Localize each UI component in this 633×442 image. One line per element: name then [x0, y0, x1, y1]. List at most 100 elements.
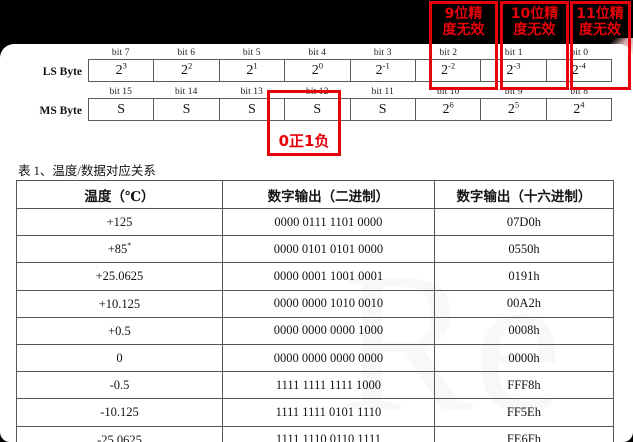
cell-hex: 0550h [433, 235, 615, 264]
bit-cell: 25 [481, 99, 547, 120]
cell-hex: 0008h [433, 316, 615, 345]
bit-cell: S [220, 99, 286, 120]
cell-temperature-value: +0.5 [108, 323, 131, 338]
cell-temperature: -0.5 [16, 371, 223, 400]
table-row: 0 0000 0000 0000 0000 0000h [16, 343, 615, 373]
cell-binary: 1111 1111 0101 1110 [221, 398, 435, 427]
cell-temperature: +85* [16, 235, 223, 264]
bit-cell: 23 [89, 60, 155, 81]
column-header-binary: 数字输出（二进制） [221, 180, 435, 209]
cell-hex: FF5Eh [433, 398, 615, 427]
bit-cell: S [89, 99, 155, 120]
bit-cell-exp: 1 [253, 60, 258, 71]
bit-cell-exp: -2 [448, 60, 456, 71]
bit-cell: 20 [285, 60, 351, 81]
bit-cell: 26 [416, 99, 482, 120]
cell-binary: 1111 1110 0110 1111 [221, 425, 435, 442]
bit-cell: S [351, 99, 416, 120]
ls-byte-bit-cells: 23 22 21 20 2-1 2-2 2-3 2-4 [88, 59, 612, 82]
cell-hex: 0191h [433, 262, 615, 291]
bit-header: bit 7 [111, 48, 130, 58]
bit-header: bit 0 [570, 48, 589, 58]
bit-cell: 21 [220, 60, 286, 81]
cell-binary: 0000 0000 1010 0010 [221, 289, 435, 318]
annotation-label-bit0: 11位精 度无效 [576, 6, 624, 38]
bit-cell-base: S [182, 102, 191, 117]
bit-cell-base: 2 [571, 63, 579, 78]
table-row: +10.125 0000 0000 1010 0010 00A2h [16, 289, 615, 318]
annotation-label-sign-bit: 0正1负 [278, 132, 330, 150]
bit-cell-base: 2 [311, 63, 319, 78]
bit-cell: S [285, 99, 351, 120]
bit-cell: 22 [154, 60, 220, 81]
bit-cell-exp: 3 [122, 60, 127, 71]
cell-temperature: +25.0625 [16, 262, 223, 291]
cell-binary: 0000 0101 0101 0000 [221, 235, 435, 264]
bit-cell-base: 2 [441, 63, 449, 78]
cell-binary: 0000 0000 0000 0000 [221, 343, 435, 373]
cell-binary: 0000 0111 1101 0000 [221, 207, 435, 237]
bitfield-diagram: LS Byte bit 7 bit 6 bit 5 bit 4 bit 3 bi… [22, 48, 612, 121]
bit-cell-base: 2 [506, 63, 514, 78]
cell-binary: 0000 0000 0000 1000 [221, 316, 435, 345]
cell-temperature-value: +125 [106, 215, 133, 230]
bit-header: bit 3 [373, 48, 392, 58]
ls-byte-bit-headers: bit 7 bit 6 bit 5 bit 4 bit 3 bit 2 bit … [88, 48, 612, 59]
annotation-box-bit1[interactable] [500, 1, 569, 90]
bit-cell-base: 2 [246, 63, 254, 78]
cell-temperature: +125 [16, 207, 223, 237]
bit-cell-exp: 2 [187, 60, 193, 71]
document-page: Re LS Byte bit 7 bit 6 bit 5 bit 4 bit 3… [0, 44, 633, 442]
cell-temperature-value: 0 [116, 351, 123, 366]
bit-header: bit 9 [504, 87, 523, 97]
table-row: +125 0000 0111 1101 0000 07D0h [16, 207, 615, 237]
bit-header: bit 6 [177, 48, 196, 58]
column-header-hex: 数字输出（十六进制） [433, 180, 615, 209]
cell-hex: FFF8h [433, 371, 615, 400]
bit-cell-base: 2 [442, 102, 450, 117]
bit-cell-exp: -3 [513, 60, 521, 71]
ms-byte-bit-cells: S S S S S 26 25 24 [88, 98, 612, 121]
bit-cell-exp: 5 [514, 99, 520, 110]
bit-cell-base: 2 [573, 102, 581, 117]
cell-temperature: +10.125 [16, 289, 223, 318]
bit-cell-base: 2 [375, 63, 383, 78]
ls-byte-row: LS Byte bit 7 bit 6 bit 5 bit 4 bit 3 bi… [22, 48, 612, 82]
cell-hex: 07D0h [433, 207, 615, 237]
ms-byte-label: MS Byte [39, 105, 82, 117]
cell-binary: 0000 0001 1001 0001 [221, 262, 435, 291]
bit-header: bit 1 [504, 48, 523, 58]
table-row: -25.0625 1111 1110 0110 1111 FE6Fh [16, 425, 615, 442]
bit-header: bit 2 [439, 48, 458, 58]
annotation-box-sign-bit[interactable] [267, 90, 341, 156]
cell-temperature-value: -10.125 [100, 405, 139, 420]
bit-cell: 2-2 [416, 60, 482, 81]
annotation-box-bit2[interactable] [429, 1, 498, 90]
bit-header: bit 13 [240, 87, 263, 97]
table-row: -0.5 1111 1111 1111 1000 FFF8h [16, 371, 615, 400]
bit-cell: 2-4 [547, 60, 612, 81]
cell-temperature-value: -25.0625 [97, 432, 142, 442]
annotation-label-bit1: 10位精 度无效 [510, 6, 559, 38]
bit-cell-exp: -4 [578, 60, 586, 71]
bit-header: bit 5 [242, 48, 261, 58]
bit-header: bit 8 [570, 87, 589, 97]
table-caption: 表 1、温度/数据对应关系 [18, 164, 156, 178]
bit-header: bit 14 [174, 87, 198, 97]
annotation-label-bit2: 9位精 度无效 [442, 6, 485, 38]
bit-header: bit 4 [308, 48, 327, 58]
table-row: +0.5 0000 0000 0000 1000 0008h [16, 316, 615, 345]
bit-cell-exp: 6 [449, 99, 454, 110]
annotation-box-bit0[interactable] [570, 1, 631, 90]
table-row: -10.125 1111 1111 0101 1110 FF5Eh [16, 398, 615, 427]
cell-temperature: 0 [16, 343, 223, 373]
bit-cell: 2-3 [481, 60, 547, 81]
cell-temperature-value: +85 [107, 242, 128, 257]
cell-temperature-value: -0.5 [109, 378, 130, 393]
table-row: +25.0625 0000 0001 1001 0001 0191h [16, 262, 615, 291]
bit-cell-base: 2 [180, 63, 188, 78]
bit-cell-exp: 4 [580, 99, 585, 110]
bit-cell: S [154, 99, 220, 120]
temperature-data-table: 温度（℃） 数字输出（二进制） 数字输出（十六进制） +125 0000 011… [16, 180, 615, 442]
bit-cell: 24 [547, 99, 612, 120]
